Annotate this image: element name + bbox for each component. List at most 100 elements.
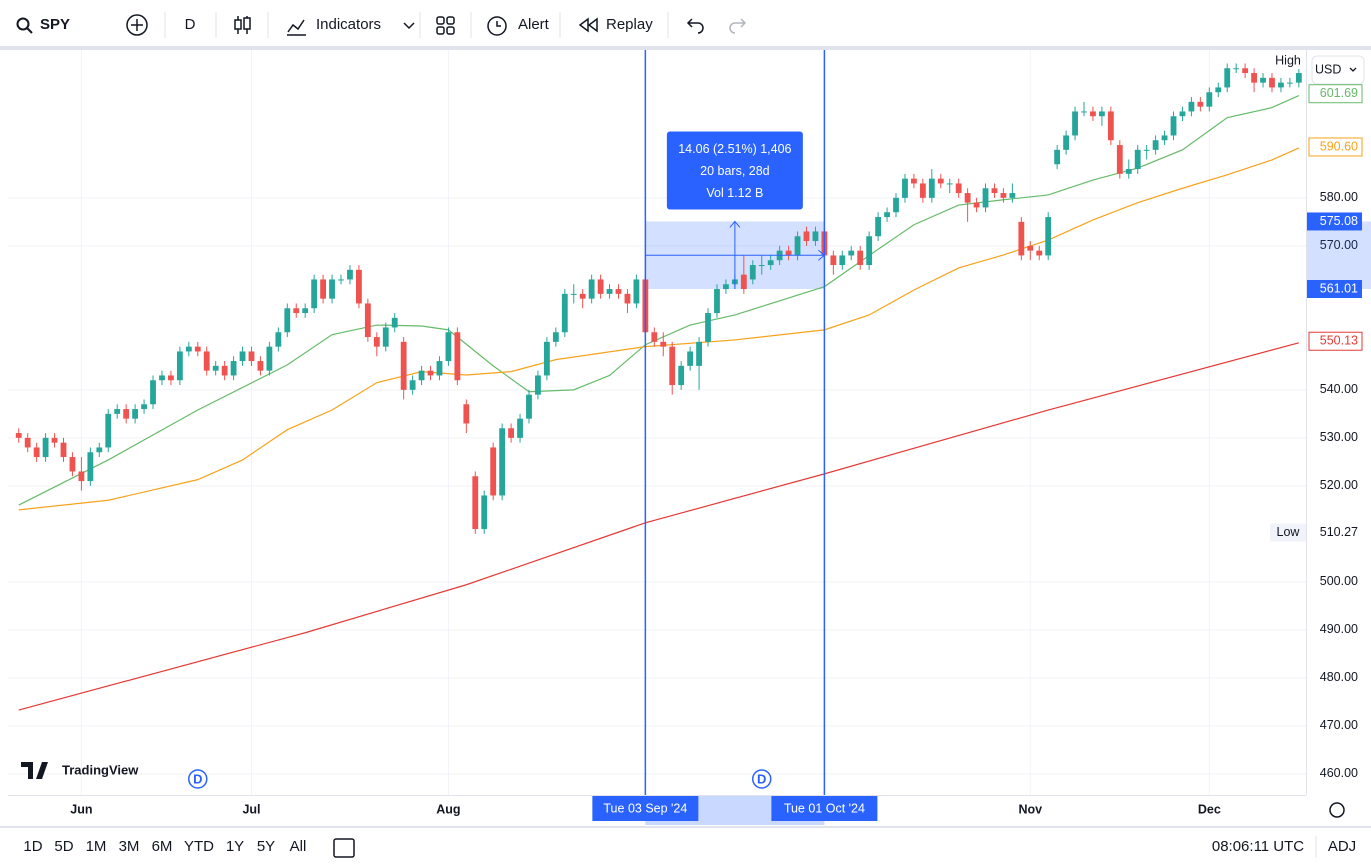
candle-body (1278, 82, 1284, 88)
toolbar-separator (164, 12, 669, 38)
candle-body (24, 437, 31, 448)
candle-body (132, 409, 139, 419)
range-button[interactable]: 1D (23, 838, 42, 855)
candle-body (1027, 245, 1034, 251)
low-tag-bg (1270, 523, 1306, 542)
y-tick-label: 520.00 (1320, 478, 1358, 492)
candle-body (391, 317, 398, 328)
candle-body (1224, 68, 1231, 88)
replay-button[interactable]: Replay (606, 16, 653, 33)
candle-body (1197, 101, 1204, 107)
candle-body (848, 250, 855, 256)
range-button[interactable]: 3M (119, 838, 140, 855)
dropdown-caret[interactable] (403, 22, 415, 30)
redo-button[interactable] (729, 18, 747, 34)
date-range-button[interactable] (333, 838, 355, 858)
ma-price-label: 601.69 (1320, 86, 1358, 100)
candle-body (839, 255, 846, 266)
candle-body (275, 332, 282, 347)
candle-body (203, 351, 210, 371)
range-button[interactable]: 5Y (257, 838, 275, 855)
candle-body (866, 236, 873, 266)
y-tick-label: 460.00 (1320, 766, 1358, 780)
candle-body (723, 284, 729, 290)
time-axis-border (8, 795, 1306, 796)
candle-body (1170, 116, 1177, 136)
symbol[interactable]: SPY (40, 16, 70, 33)
replay-icon[interactable] (578, 17, 598, 33)
candle-body (212, 365, 219, 371)
candle-body (597, 279, 604, 294)
candle-body (1125, 169, 1132, 174)
measure-text: 20 bars, 28d (700, 164, 770, 178)
plot-area (8, 50, 1306, 795)
dividend-marker[interactable] (751, 769, 772, 789)
candle-body (33, 447, 40, 458)
range-button[interactable]: 6M (152, 838, 173, 855)
candle-body (69, 457, 76, 472)
measure-date-tag (592, 796, 699, 821)
range-button[interactable]: 1M (86, 838, 107, 855)
ma-price-tag (1308, 84, 1363, 104)
measure-tooltip (666, 131, 803, 210)
interval[interactable]: D (185, 16, 196, 33)
dividend-marker[interactable] (188, 769, 208, 789)
indicators-icon[interactable] (287, 19, 306, 36)
candle-body (1143, 149, 1150, 151)
candle-body (320, 279, 327, 299)
search-icon[interactable] (16, 17, 30, 31)
y-tick-label: 490.00 (1320, 622, 1358, 636)
candle-body (982, 188, 989, 208)
compare-button[interactable] (126, 14, 148, 36)
candle-body (329, 279, 335, 299)
candle-body (526, 394, 532, 419)
measure-date-label: Tue 01 Oct '24 (784, 801, 865, 815)
alert-button[interactable]: Alert (518, 16, 550, 33)
candle-body (248, 351, 255, 362)
candle-body (1188, 101, 1195, 112)
undo-button[interactable] (686, 18, 704, 34)
y-tick-label: 470.00 (1320, 718, 1358, 732)
indicators-button[interactable]: Indicators (316, 16, 381, 33)
currency-button[interactable] (1311, 55, 1365, 85)
candle-body (633, 279, 640, 304)
bottom-bar-border (0, 826, 1371, 828)
candle-body (902, 178, 908, 198)
range-button[interactable]: YTD (184, 838, 214, 855)
alert-icon[interactable] (487, 16, 507, 36)
candle-body (266, 346, 273, 371)
settings-button[interactable] (1329, 802, 1345, 818)
adjust-button[interactable]: ADJ (1328, 838, 1356, 855)
candle-body (105, 413, 112, 448)
templates-button[interactable] (436, 16, 455, 35)
toolbar-border (0, 46, 1371, 50)
candle-body (60, 442, 67, 458)
y-tick-label: 500.00 (1320, 574, 1358, 588)
candle-body (123, 409, 130, 419)
candle-body (1242, 68, 1249, 74)
candle-body (928, 178, 935, 198)
candle-body (185, 346, 192, 352)
candle-body (552, 332, 559, 342)
moving-average (18, 147, 1300, 511)
candle-body (418, 370, 425, 381)
range-button[interactable]: All (290, 838, 307, 855)
candle-body (1260, 77, 1266, 83)
candle-body (830, 255, 837, 266)
candle-body (141, 404, 147, 410)
candle-body (919, 183, 926, 198)
range-button[interactable]: 1Y (226, 838, 244, 855)
bottom-bar: 08:06:11 UTC ADJ (333, 836, 1356, 858)
measure-price-label: 575.08 (1320, 214, 1358, 228)
candle-body (257, 361, 264, 371)
x-tick-label: Nov (1018, 802, 1042, 816)
candle-body (561, 293, 568, 333)
currency[interactable]: USD (1315, 62, 1341, 76)
candle-body (1018, 221, 1025, 256)
candle-body (803, 231, 810, 242)
candle-body (651, 332, 658, 342)
range-button[interactable]: 5D (54, 838, 73, 855)
x-tick-label: Jun (70, 802, 92, 816)
